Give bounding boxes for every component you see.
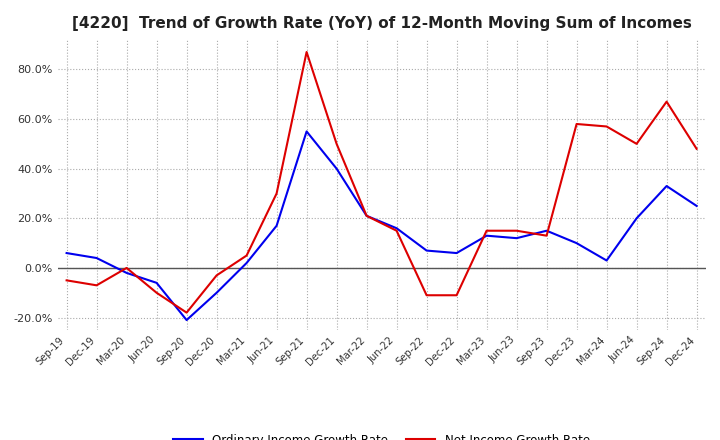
Ordinary Income Growth Rate — [662, 183, 671, 189]
Ordinary Income Growth Rate — [333, 166, 341, 171]
Net Income Growth Rate — [693, 146, 701, 151]
Ordinary Income Growth Rate — [513, 235, 521, 241]
Line: Ordinary Income Growth Rate: Ordinary Income Growth Rate — [66, 132, 697, 320]
Net Income Growth Rate — [212, 273, 221, 278]
Ordinary Income Growth Rate — [302, 129, 311, 134]
Net Income Growth Rate — [422, 293, 431, 298]
Net Income Growth Rate — [662, 99, 671, 104]
Ordinary Income Growth Rate — [242, 260, 251, 266]
Ordinary Income Growth Rate — [92, 255, 101, 260]
Net Income Growth Rate — [513, 228, 521, 233]
Net Income Growth Rate — [62, 278, 71, 283]
Net Income Growth Rate — [122, 265, 131, 271]
Net Income Growth Rate — [302, 49, 311, 55]
Net Income Growth Rate — [242, 253, 251, 258]
Net Income Growth Rate — [272, 191, 281, 196]
Ordinary Income Growth Rate — [362, 213, 371, 219]
Legend: Ordinary Income Growth Rate, Net Income Growth Rate: Ordinary Income Growth Rate, Net Income … — [168, 429, 595, 440]
Ordinary Income Growth Rate — [422, 248, 431, 253]
Net Income Growth Rate — [482, 228, 491, 233]
Ordinary Income Growth Rate — [542, 228, 551, 233]
Ordinary Income Growth Rate — [153, 280, 161, 286]
Net Income Growth Rate — [602, 124, 611, 129]
Net Income Growth Rate — [153, 290, 161, 295]
Net Income Growth Rate — [182, 310, 191, 315]
Net Income Growth Rate — [362, 213, 371, 219]
Net Income Growth Rate — [333, 141, 341, 147]
Net Income Growth Rate — [572, 121, 581, 127]
Net Income Growth Rate — [632, 141, 641, 147]
Net Income Growth Rate — [392, 228, 401, 233]
Ordinary Income Growth Rate — [632, 216, 641, 221]
Net Income Growth Rate — [542, 233, 551, 238]
Ordinary Income Growth Rate — [212, 290, 221, 295]
Ordinary Income Growth Rate — [392, 226, 401, 231]
Ordinary Income Growth Rate — [182, 317, 191, 323]
Ordinary Income Growth Rate — [572, 241, 581, 246]
Net Income Growth Rate — [452, 293, 461, 298]
Ordinary Income Growth Rate — [693, 203, 701, 209]
Ordinary Income Growth Rate — [122, 270, 131, 275]
Ordinary Income Growth Rate — [62, 250, 71, 256]
Ordinary Income Growth Rate — [452, 250, 461, 256]
Line: Net Income Growth Rate: Net Income Growth Rate — [66, 52, 697, 313]
Ordinary Income Growth Rate — [272, 223, 281, 228]
Ordinary Income Growth Rate — [602, 258, 611, 263]
Net Income Growth Rate — [92, 282, 101, 288]
Title: [4220]  Trend of Growth Rate (YoY) of 12-Month Moving Sum of Incomes: [4220] Trend of Growth Rate (YoY) of 12-… — [72, 16, 691, 32]
Ordinary Income Growth Rate — [482, 233, 491, 238]
